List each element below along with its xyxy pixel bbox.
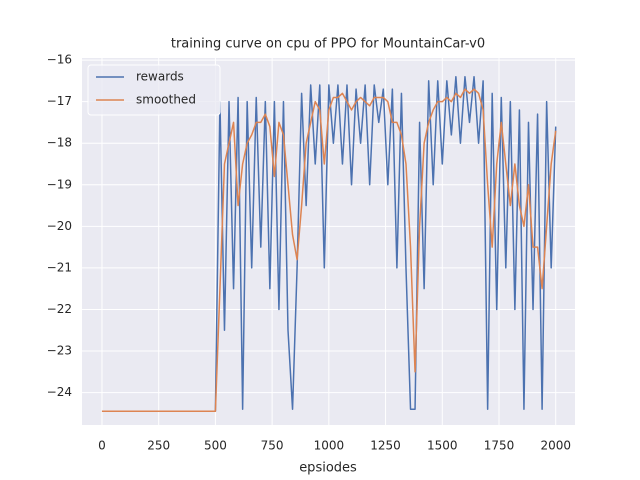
x-tick-label: 750 [261,439,284,453]
y-tick-label: −22 [47,302,72,316]
y-tick-label: −21 [47,260,72,274]
y-tick-label: −23 [47,344,72,358]
x-axis-label: epsiodes [299,461,357,476]
chart-title: training curve on cpu of PPO for Mountai… [171,37,485,52]
x-tick-label: 1000 [314,439,345,453]
x-tick-label: 2000 [540,439,571,453]
y-tick-label: −17 [47,94,72,108]
legend-label: smoothed [136,93,196,107]
y-tick-label: −24 [47,385,72,399]
lines [101,75,557,413]
x-tick-label: 0 [98,439,106,453]
x-tick-label: 500 [204,439,227,453]
x-tick-label: 1250 [370,439,401,453]
y-tick-label: −16 [47,53,72,67]
x-tick-label: 1500 [427,439,458,453]
y-tick-label: −19 [47,177,72,191]
x-tick-label: 1750 [484,439,515,453]
y-tick-label: −18 [47,136,72,150]
line-series [101,88,557,413]
y-tick-label: −20 [47,219,72,233]
legend-label: rewards [136,70,184,84]
x-tick-label: 250 [147,439,170,453]
legend: rewards smoothed [87,64,221,116]
